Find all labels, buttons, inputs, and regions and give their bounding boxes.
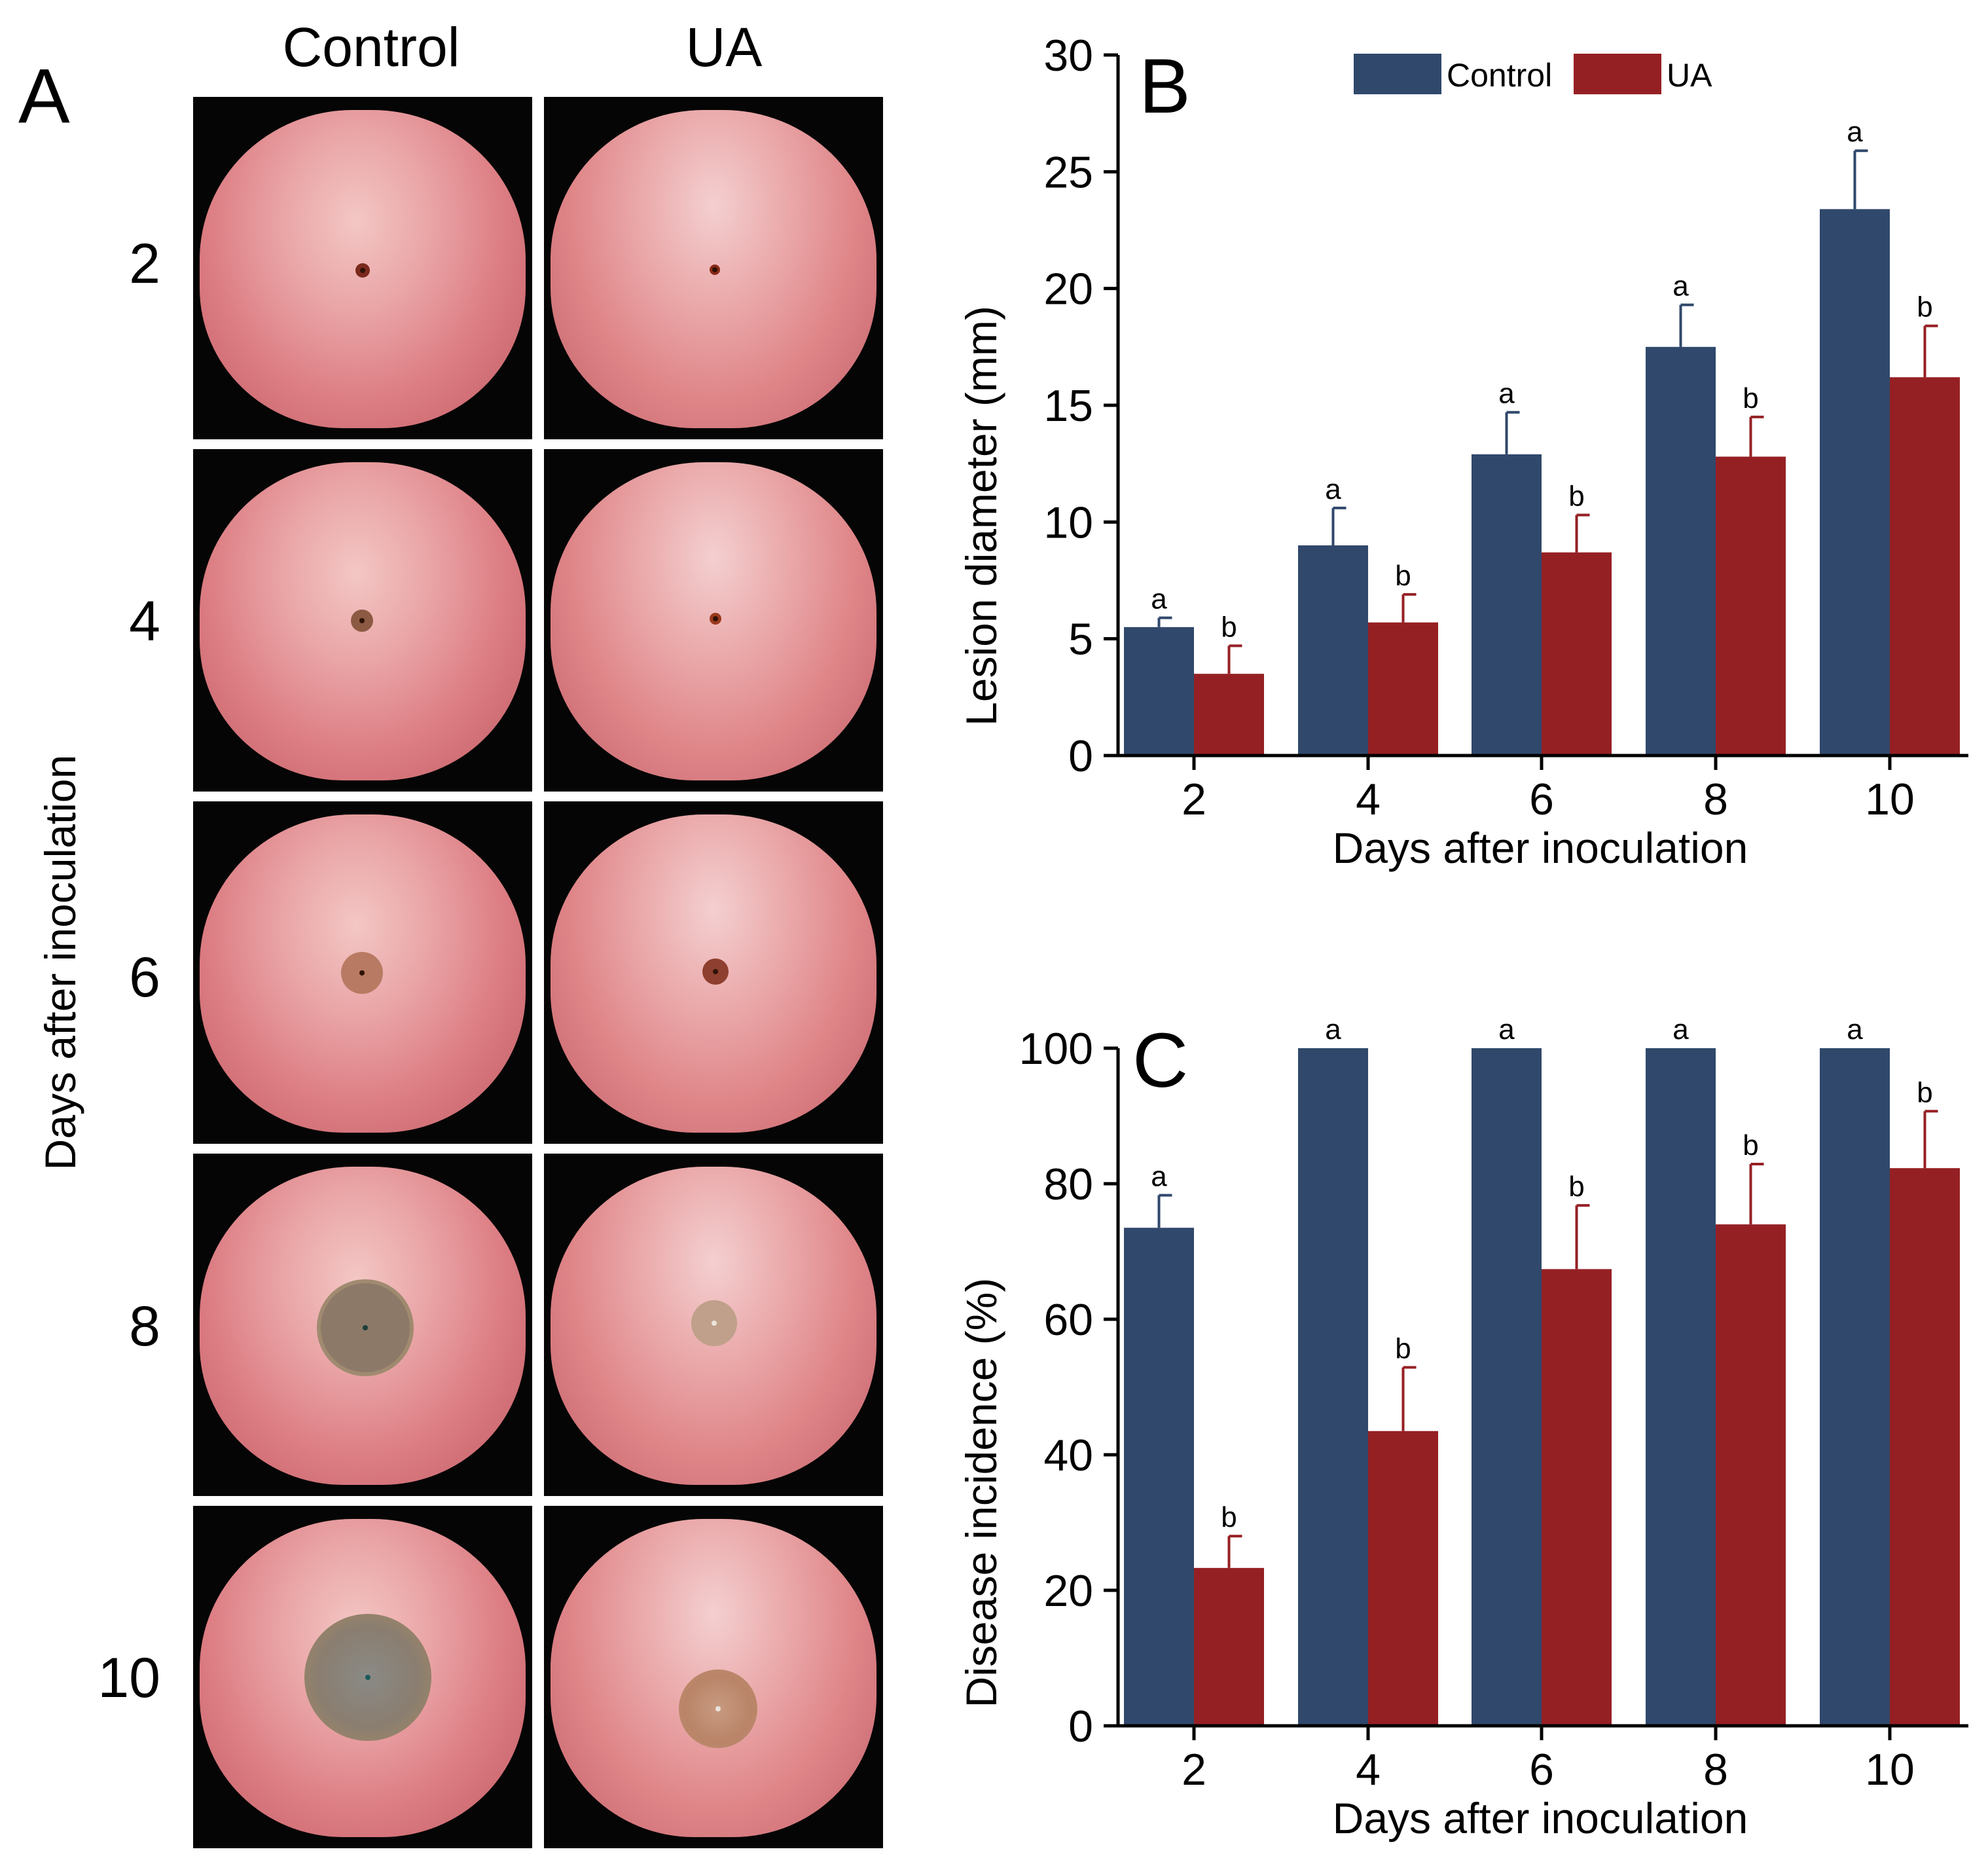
- chart-c-y-tick-label-60: 60: [1043, 1295, 1093, 1345]
- chart-c-bar-control-day-4: [1298, 1048, 1368, 1726]
- chart-c-bar-control-day-8: [1646, 1048, 1716, 1726]
- chart-b-x-tick-label-4: 4: [1356, 775, 1381, 824]
- chart-b-significance-control-day-10: a: [1847, 116, 1863, 148]
- row-label-day-6: 6: [129, 946, 160, 1009]
- chart-b-y-tick-label-15: 15: [1043, 381, 1093, 431]
- chart-c-x-tick-label-2: 2: [1182, 1745, 1206, 1795]
- row-label-day-4: 4: [129, 590, 160, 653]
- chart-b-bar-control-day-10: [1820, 209, 1890, 756]
- apple-photo-ua-day-10: [544, 1506, 883, 1848]
- chart-b-y-tick-label-30: 30: [1043, 31, 1093, 81]
- row-label-day-8: 8: [129, 1295, 160, 1358]
- chart-b-y-axis-label: Lesion diameter (mm): [957, 306, 1005, 726]
- chart-b-y-tick-label-0: 0: [1068, 731, 1093, 781]
- chart-b-y-tick-label-20: 20: [1043, 265, 1093, 314]
- chart-c-y-tick-label-80: 80: [1043, 1159, 1093, 1209]
- chart-b-legend-label-ua: UA: [1667, 57, 1712, 94]
- chart-b-significance-ua-day-10: b: [1917, 291, 1932, 323]
- chart-b-significance-ua-day-8: b: [1743, 382, 1758, 414]
- chart-b-significance-control-day-2: a: [1151, 583, 1167, 615]
- panel-b-letter: B: [1139, 43, 1191, 130]
- chart-c-significance-ua-day-6: b: [1568, 1171, 1584, 1203]
- chart-b-bar-control-day-6: [1472, 454, 1542, 756]
- chart-b-y-tick-label-25: 25: [1043, 147, 1093, 197]
- chart-c-x-tick-label-10: 10: [1865, 1745, 1915, 1795]
- chart-c-bar-ua-day-6: [1542, 1269, 1612, 1726]
- chart-c-significance-ua-day-8: b: [1743, 1129, 1758, 1161]
- chart-c-significance-ua-day-10: b: [1917, 1076, 1932, 1108]
- row-label-day-10: 10: [98, 1647, 160, 1709]
- chart-c-significance-ua-day-2: b: [1221, 1501, 1237, 1533]
- apple-photo-control-day-2: [193, 97, 532, 439]
- chart-c-bar-ua-day-10: [1890, 1168, 1960, 1726]
- chart-c-y-tick-label-100: 100: [1019, 1024, 1093, 1074]
- chart-b-significance-ua-day-2: b: [1221, 611, 1237, 643]
- chart-c-bar-ua-day-2: [1194, 1567, 1264, 1726]
- apple-photo-control-day-4: [193, 449, 532, 792]
- chart-b-legend-label-control: Control: [1447, 57, 1552, 94]
- apple-photo-control-day-10: [193, 1506, 532, 1848]
- chart-c-significance-control-day-6: a: [1498, 1013, 1515, 1046]
- apple-photo-control-day-6: [193, 801, 532, 1144]
- chart-c-x-tick-label-6: 6: [1529, 1745, 1554, 1795]
- panel-c-letter: C: [1132, 1017, 1188, 1104]
- chart-c-significance-control-day-2: a: [1151, 1161, 1167, 1193]
- chart-b-legend-swatch-control: [1354, 54, 1441, 94]
- chart-b-y-tick-label-5: 5: [1068, 615, 1093, 665]
- chart-b-bar-control-day-4: [1298, 545, 1368, 756]
- chart-b-bar-control-day-8: [1646, 346, 1716, 756]
- chart-c-bar-control-day-2: [1124, 1228, 1194, 1726]
- chart-c-y-tick-label-0: 0: [1068, 1702, 1093, 1751]
- apple-photo-ua-day-8: [544, 1154, 883, 1496]
- apple-photo-control-day-8: [193, 1154, 532, 1496]
- chart-b-bar-control-day-2: [1124, 627, 1194, 756]
- panel-a-letter: A: [18, 53, 70, 139]
- chart-c-significance-control-day-10: a: [1847, 1013, 1863, 1046]
- chart-c-y-axis-label: Disease incidence (%): [957, 1278, 1005, 1708]
- chart-b-significance-control-day-8: a: [1672, 270, 1689, 302]
- chart-c-x-tick-label-4: 4: [1356, 1745, 1381, 1795]
- chart-b-y-tick-label-10: 10: [1043, 498, 1093, 547]
- chart-b-x-tick-label-10: 10: [1865, 775, 1915, 824]
- chart-b-x-tick-label-8: 8: [1703, 775, 1728, 824]
- chart-b-significance-control-day-6: a: [1498, 378, 1515, 410]
- chart-b-legend: Control UA: [1354, 54, 1712, 94]
- chart-b-x-tick-label-6: 6: [1529, 775, 1554, 824]
- column-header-control: Control: [282, 16, 460, 78]
- chart-b-bar-ua-day-6: [1542, 552, 1612, 756]
- chart-c-bar-control-day-10: [1820, 1048, 1890, 1726]
- row-label-day-2: 2: [129, 232, 160, 295]
- apple-photo-ua-day-4: [544, 449, 883, 792]
- chart-b-bar-ua-day-2: [1194, 674, 1264, 756]
- chart-b-significance-ua-day-6: b: [1568, 481, 1584, 513]
- chart-c-significance-control-day-8: a: [1672, 1013, 1689, 1046]
- chart-c-bar-ua-day-8: [1716, 1224, 1786, 1726]
- chart-b-bar-ua-day-10: [1890, 377, 1960, 756]
- chart-b-significance-ua-day-4: b: [1395, 560, 1411, 592]
- chart-b-x-tick-label-2: 2: [1182, 775, 1206, 824]
- apple-photo-ua-day-2: [544, 97, 883, 439]
- chart-c-y-tick-label-20: 20: [1043, 1566, 1093, 1616]
- chart-c-significance-control-day-4: a: [1325, 1013, 1341, 1046]
- chart-c-significance-ua-day-4: b: [1395, 1332, 1411, 1364]
- chart-c-bar-control-day-6: [1472, 1048, 1542, 1726]
- chart-b-legend-swatch-ua: [1574, 54, 1661, 94]
- apple-photo-ua-day-6: [544, 801, 883, 1144]
- chart-b-significance-control-day-4: a: [1325, 473, 1341, 505]
- chart-c-x-axis-label: Days after inoculation: [1333, 1794, 1748, 1842]
- chart-b-x-axis-label: Days after inoculation: [1333, 824, 1748, 872]
- chart-c-y-tick-label-40: 40: [1043, 1431, 1093, 1480]
- chart-c-bar-ua-day-4: [1368, 1431, 1438, 1726]
- chart-b-bar-ua-day-4: [1368, 622, 1438, 756]
- chart-b-bar-ua-day-8: [1716, 456, 1786, 756]
- chart-c-x-tick-label-8: 8: [1703, 1745, 1728, 1795]
- column-header-ua: UA: [685, 16, 763, 78]
